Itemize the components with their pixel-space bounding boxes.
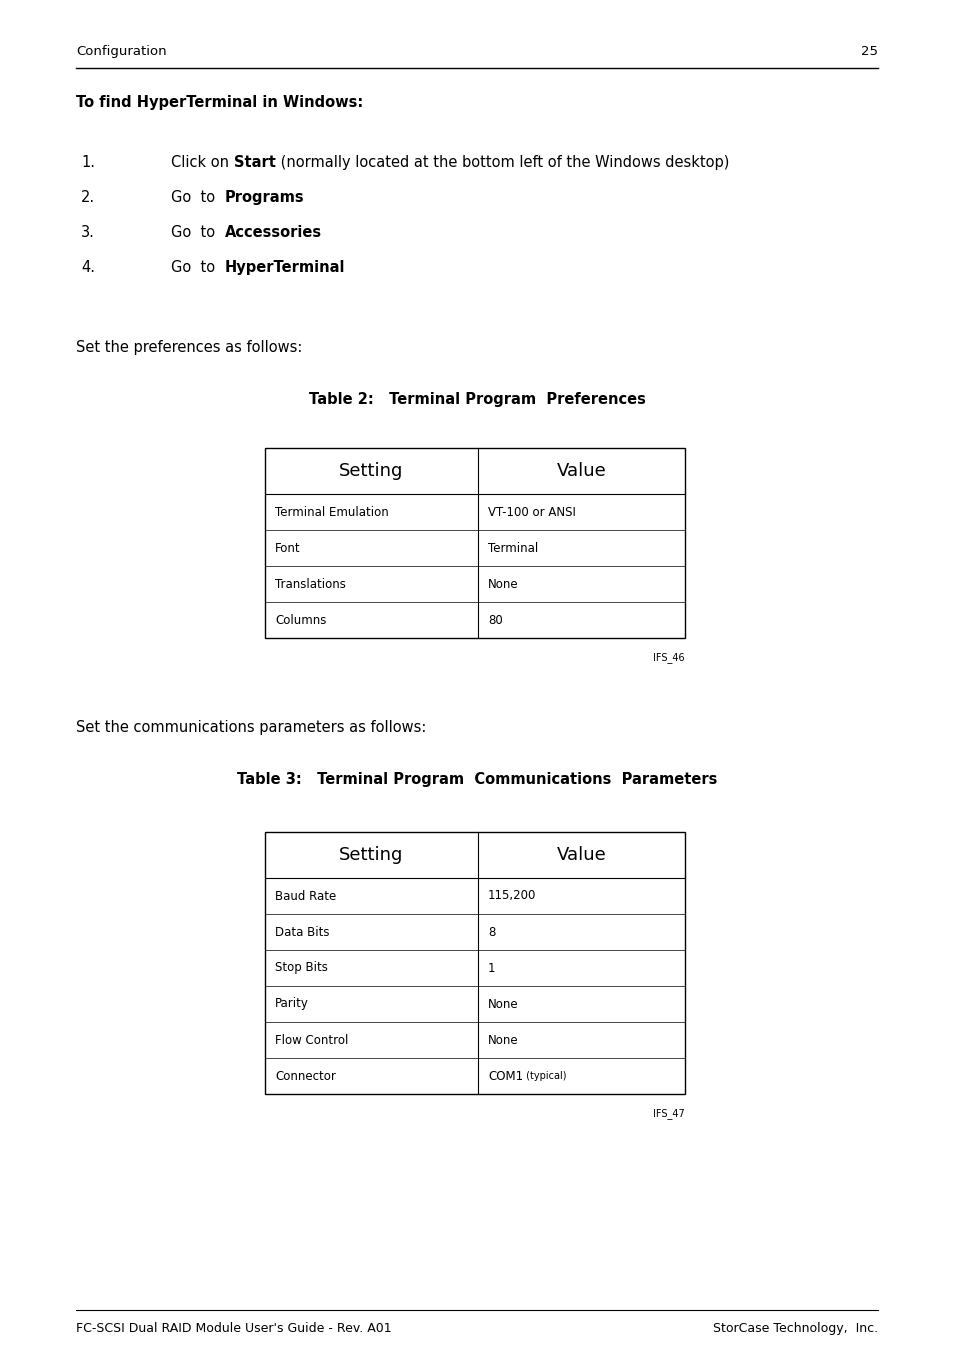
Text: Go  to: Go to [172, 190, 225, 205]
Text: 8: 8 [488, 925, 495, 939]
Text: None: None [488, 578, 518, 590]
Text: Setting: Setting [339, 846, 403, 864]
Text: Click on: Click on [172, 155, 233, 170]
Text: Translations: Translations [274, 578, 346, 590]
Text: (normally located at the bottom left of the Windows desktop): (normally located at the bottom left of … [275, 155, 728, 170]
Text: 1: 1 [488, 961, 495, 975]
Text: VT-100 or ANSI: VT-100 or ANSI [488, 505, 576, 519]
Text: IFS_46: IFS_46 [653, 652, 684, 663]
Text: 4.: 4. [81, 260, 95, 275]
Text: FC-SCSI Dual RAID Module User's Guide - Rev. A01: FC-SCSI Dual RAID Module User's Guide - … [76, 1322, 392, 1335]
Bar [265, 832, 684, 1094]
Text: Table 2:   Terminal Program  Preferences: Table 2: Terminal Program Preferences [308, 392, 645, 407]
Text: Value: Value [556, 846, 606, 864]
Text: (typical): (typical) [522, 1071, 566, 1082]
Text: Set the communications parameters as follows:: Set the communications parameters as fol… [76, 720, 426, 735]
Text: 1.: 1. [81, 155, 95, 170]
Text: Data Bits: Data Bits [274, 925, 329, 939]
Text: Go  to: Go to [172, 225, 225, 240]
Text: Table 3:   Terminal Program  Communications  Parameters: Table 3: Terminal Program Communications… [236, 772, 717, 787]
Text: Connector: Connector [274, 1069, 335, 1083]
Text: Value: Value [556, 461, 606, 481]
Text: Terminal: Terminal [488, 542, 537, 554]
Text: Flow Control: Flow Control [274, 1034, 348, 1046]
Text: Terminal Emulation: Terminal Emulation [274, 505, 388, 519]
Text: 2.: 2. [81, 190, 95, 205]
Text: Configuration: Configuration [76, 45, 167, 57]
Text: HyperTerminal: HyperTerminal [225, 260, 345, 275]
Text: 80: 80 [488, 613, 502, 627]
Text: Programs: Programs [225, 190, 304, 205]
Text: IFS_47: IFS_47 [653, 1108, 684, 1118]
Text: 3.: 3. [81, 225, 95, 240]
Text: Parity: Parity [274, 998, 309, 1010]
Text: COM1: COM1 [488, 1069, 522, 1083]
Text: Go  to: Go to [172, 260, 225, 275]
Text: None: None [488, 1034, 518, 1046]
Text: Accessories: Accessories [225, 225, 321, 240]
Text: 115,200: 115,200 [488, 890, 536, 902]
Text: Setting: Setting [339, 461, 403, 481]
Text: Baud Rate: Baud Rate [274, 890, 335, 902]
Text: StorCase Technology,  Inc.: StorCase Technology, Inc. [712, 1322, 877, 1335]
Text: Stop Bits: Stop Bits [274, 961, 328, 975]
Text: Columns: Columns [274, 613, 326, 627]
Text: Font: Font [274, 542, 300, 554]
Text: None: None [488, 998, 518, 1010]
Text: Start: Start [233, 155, 275, 170]
Text: To find HyperTerminal in Windows:: To find HyperTerminal in Windows: [76, 94, 363, 110]
Text: Set the preferences as follows:: Set the preferences as follows: [76, 340, 302, 355]
Text: 25: 25 [860, 45, 877, 57]
Bar [265, 448, 684, 638]
